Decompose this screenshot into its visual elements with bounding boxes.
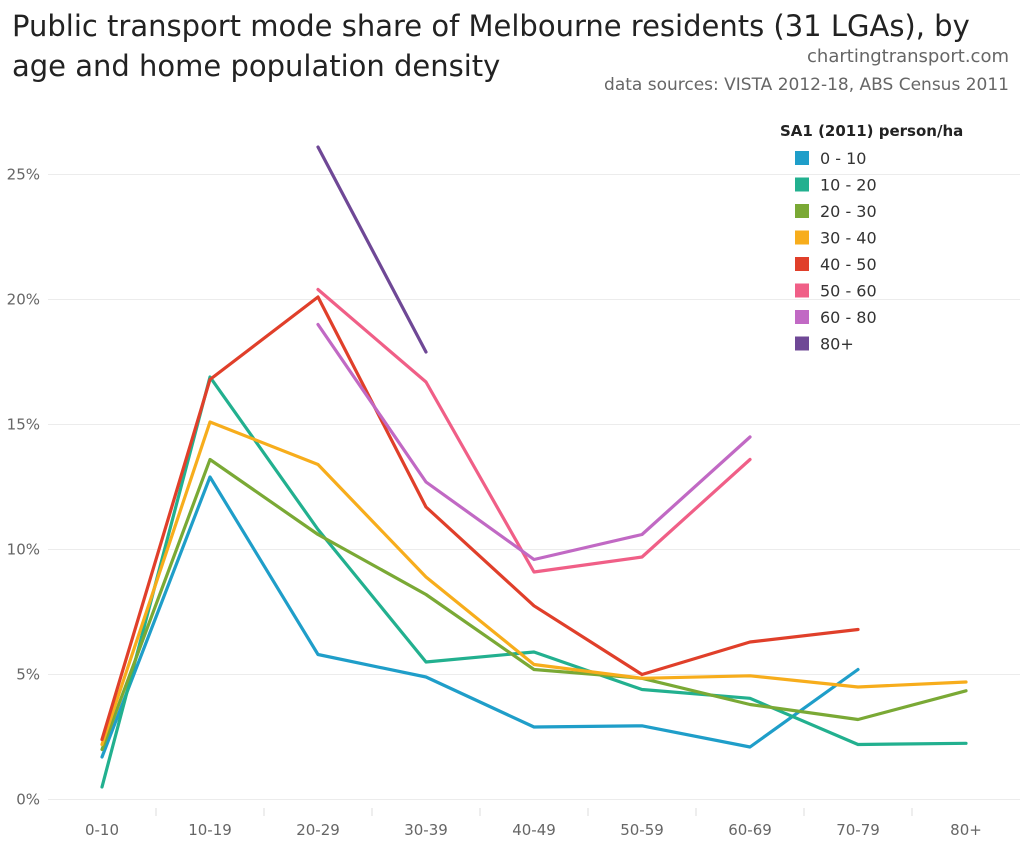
x-tick-label: 0-10 (85, 821, 119, 839)
legend-swatch (795, 283, 809, 298)
series-line (100, 295, 860, 742)
site-credit: chartingtransport.com (807, 46, 1009, 67)
y-tick-label: 15% (7, 416, 40, 434)
legend-label: 80+ (820, 335, 854, 354)
x-tick-label: 40-49 (512, 821, 556, 839)
series-line (100, 420, 968, 747)
x-tick-label: 70-79 (836, 821, 880, 839)
y-tick-label: 20% (7, 291, 40, 309)
legend-label: 60 - 80 (820, 308, 877, 327)
y-tick-label: 25% (7, 166, 40, 184)
legend-label: 20 - 30 (820, 202, 877, 221)
x-tick-label: 20-29 (296, 821, 340, 839)
series-line (100, 457, 968, 752)
series-line (316, 322, 752, 562)
legend-swatch (795, 230, 809, 245)
series-line (316, 287, 752, 574)
legend-label: 40 - 50 (820, 255, 877, 274)
legend-label: 50 - 60 (820, 282, 877, 301)
x-tick-label: 60-69 (728, 821, 772, 839)
x-tick-label: 10-19 (188, 821, 232, 839)
legend-label: 30 - 40 (820, 229, 877, 248)
x-tick-label: 80+ (950, 821, 982, 839)
y-tick-label: 10% (7, 541, 40, 559)
y-tick-label: 5% (16, 666, 40, 684)
legend-label: 0 - 10 (820, 149, 866, 168)
series-line (100, 375, 968, 789)
legend-swatch (795, 177, 809, 192)
legend-title: SA1 (2011) person/ha (780, 122, 963, 140)
legend-label: 10 - 20 (820, 176, 877, 195)
series-line (316, 145, 428, 354)
legend-swatch (795, 336, 809, 351)
chart-title: Public transport mode share of Melbourne… (12, 9, 970, 83)
series-line (100, 475, 860, 759)
legend-swatch (795, 151, 809, 165)
x-tick-label: 30-39 (404, 821, 448, 839)
y-tick-label: 0% (16, 791, 40, 809)
data-sources: data sources: VISTA 2012-18, ABS Census … (604, 75, 1009, 95)
x-tick-label: 50-59 (620, 821, 664, 839)
legend-swatch (795, 204, 809, 218)
legend-swatch (795, 310, 809, 324)
legend-swatch (795, 257, 809, 271)
